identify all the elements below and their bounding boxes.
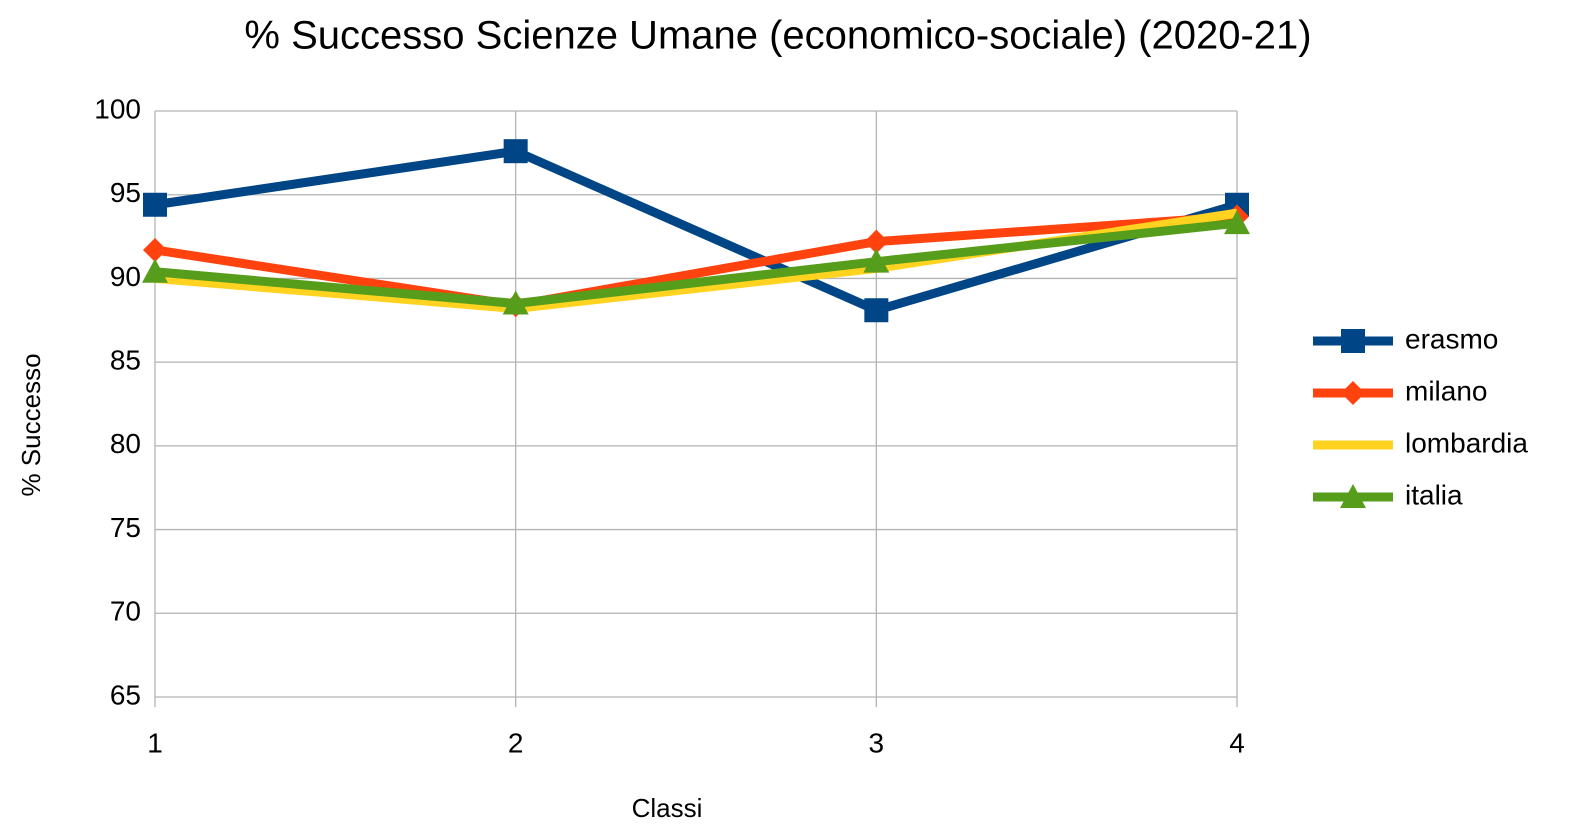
legend-marker [1340, 484, 1366, 508]
x-axis-label: Classi [632, 793, 703, 823]
y-tick-label: 80 [110, 428, 141, 459]
legend-label: italia [1405, 479, 1463, 510]
legend-label: milano [1405, 375, 1487, 406]
x-tick-label: 4 [1229, 727, 1245, 758]
marker [143, 237, 167, 262]
y-tick-label: 85 [110, 345, 141, 376]
marker [503, 139, 528, 164]
marker [864, 298, 889, 323]
y-tick-label: 95 [110, 177, 141, 208]
legend-label: erasmo [1405, 323, 1498, 354]
series-line [154, 146, 1239, 315]
marker [863, 248, 890, 273]
legend-marker [1341, 381, 1365, 405]
marker [143, 192, 167, 217]
y-tick-label: 100 [94, 93, 141, 124]
chart-title: % Successo Scienze Umane (economico-soci… [244, 14, 1311, 58]
series-line [154, 211, 1238, 310]
legend-label: lombardia [1405, 427, 1528, 458]
x-tick-label: 2 [508, 727, 524, 758]
marker [142, 258, 168, 283]
marker [864, 229, 889, 254]
legend-marker [1341, 329, 1365, 353]
series-line [154, 218, 1238, 309]
y-tick-label: 75 [110, 512, 141, 543]
y-tick-label: 70 [110, 596, 141, 627]
y-axis-label: % Successo [16, 353, 46, 496]
y-tick-label: 90 [110, 261, 141, 292]
marker [1224, 210, 1250, 235]
x-tick-label: 3 [869, 727, 885, 758]
marker [502, 290, 529, 315]
y-tick-label: 65 [110, 679, 141, 710]
x-tick-label: 1 [147, 727, 163, 758]
